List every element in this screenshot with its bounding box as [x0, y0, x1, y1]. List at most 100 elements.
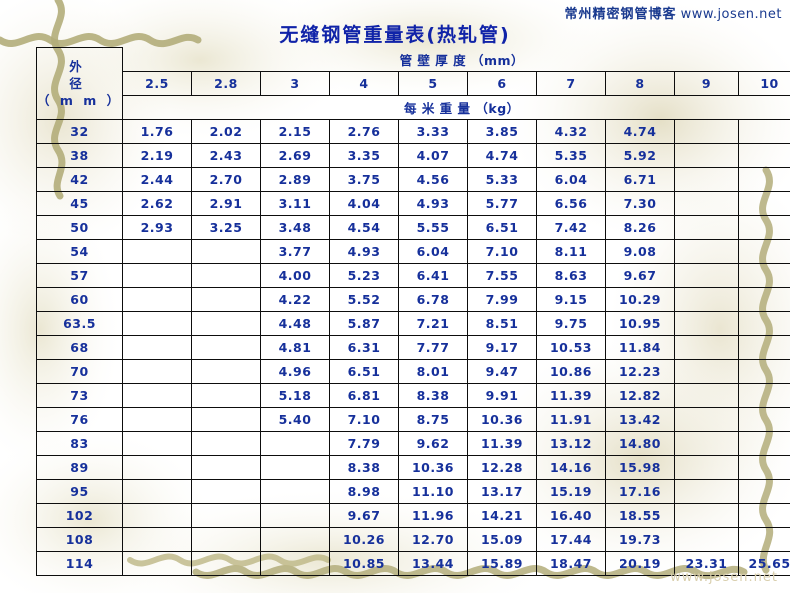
table-row: 60 4.22 5.52 6.78 7.99 9.15 10.29	[36, 286, 790, 312]
cell-outer-diameter: 73	[36, 382, 123, 408]
cell-weight	[260, 526, 330, 552]
cell-weight: 10.53	[536, 334, 606, 360]
cell-outer-diameter: 76	[36, 406, 123, 432]
thickness-col-1: 2.5	[122, 70, 192, 96]
table-row: 63.5 4.48 5.87 7.21 8.51 9.75 10.95	[36, 310, 790, 336]
cell-outer-diameter: 42	[36, 166, 123, 192]
cell-weight: 13.44	[398, 550, 468, 576]
table-row: 76 5.40 7.10 8.75 10.36 11.91 13.42	[36, 406, 790, 432]
cell-weight: 4.93	[329, 238, 399, 264]
cell-weight: 4.54	[329, 214, 399, 240]
thickness-col-3: 3	[260, 70, 330, 96]
table-row: 73 5.18 6.81 8.38 9.91 11.39 12.82	[36, 382, 790, 408]
cell-weight: 4.56	[398, 166, 468, 192]
cell-outer-diameter: 60	[36, 286, 123, 312]
cell-weight: 4.81	[260, 334, 330, 360]
cell-weight	[122, 406, 192, 432]
table-row: 45 2.62 2.91 3.11 4.04 4.93 5.77 6.56 7.30	[36, 190, 790, 216]
cell-weight	[674, 310, 739, 336]
cell-weight	[737, 142, 790, 168]
cell-weight	[191, 334, 261, 360]
cell-weight: 5.92	[605, 142, 675, 168]
cell-weight: 7.10	[329, 406, 399, 432]
cell-weight: 19.73	[605, 526, 675, 552]
cell-weight	[737, 334, 790, 360]
cell-weight	[737, 238, 790, 264]
header-row-thickness-title: 外 径 （ m m ） 管 壁 厚 度 （mm）	[36, 47, 790, 120]
pipe-weight-table: 外 径 （ m m ） 管 壁 厚 度 （mm） 2.5 2.8 3 4 5 6…	[36, 47, 790, 576]
table-row: 42 2.44 2.70 2.89 3.75 4.56 5.33 6.04 6.71	[36, 166, 790, 192]
cell-weight	[122, 310, 192, 336]
thickness-col-4: 4	[329, 70, 399, 96]
cell-weight: 5.33	[467, 166, 537, 192]
cell-weight: 7.79	[329, 430, 399, 456]
cell-weight: 2.19	[122, 142, 192, 168]
cell-weight: 6.41	[398, 262, 468, 288]
table-row: 70 4.96 6.51 8.01 9.47 10.86 12.23	[36, 358, 790, 384]
cell-weight	[191, 310, 261, 336]
cell-weight: 2.44	[122, 166, 192, 192]
cell-weight	[191, 238, 261, 264]
cell-outer-diameter: 63.5	[36, 310, 123, 336]
cell-weight	[122, 262, 192, 288]
cell-weight	[191, 502, 261, 528]
cell-outer-diameter: 38	[36, 142, 123, 168]
cell-weight: 14.21	[467, 502, 537, 528]
cell-outer-diameter: 70	[36, 358, 123, 384]
table-row: 89 8.38 10.36 12.28 14.16 15.98	[36, 454, 790, 480]
cell-weight	[674, 382, 739, 408]
cell-weight	[674, 334, 739, 360]
table-row: 32 1.76 2.02 2.15 2.76 3.33 3.85 4.32 4.74	[36, 118, 790, 144]
cell-weight: 8.11	[536, 238, 606, 264]
cell-weight: 15.98	[605, 454, 675, 480]
thickness-col-9: 9	[674, 70, 739, 96]
cell-outer-diameter: 83	[36, 430, 123, 456]
page-title: 无缝钢管重量表(热轧管)	[279, 24, 511, 46]
cell-weight	[122, 526, 192, 552]
cell-weight	[122, 502, 192, 528]
cell-weight	[674, 142, 739, 168]
cell-weight: 4.04	[329, 190, 399, 216]
thickness-col-7: 7	[536, 70, 606, 96]
cell-weight: 9.47	[467, 358, 537, 384]
cell-weight	[191, 478, 261, 504]
cell-weight: 13.12	[536, 430, 606, 456]
cell-weight: 6.81	[329, 382, 399, 408]
cell-weight: 11.39	[536, 382, 606, 408]
cell-weight	[191, 358, 261, 384]
cell-weight: 10.36	[398, 454, 468, 480]
cell-weight: 8.38	[398, 382, 468, 408]
cell-outer-diameter: 32	[36, 118, 123, 144]
cell-weight: 2.69	[260, 142, 330, 168]
cell-weight	[260, 478, 330, 504]
cell-weight: 7.99	[467, 286, 537, 312]
cell-weight: 4.48	[260, 310, 330, 336]
cell-weight: 8.26	[605, 214, 675, 240]
table-row: 102 9.67 11.96 14.21 16.40 18.55	[36, 502, 790, 528]
cell-weight	[191, 286, 261, 312]
cell-weight	[737, 430, 790, 456]
cell-weight: 18.55	[605, 502, 675, 528]
cell-weight: 7.42	[536, 214, 606, 240]
cell-weight	[122, 550, 192, 576]
cell-weight: 2.02	[191, 118, 261, 144]
table-row: 108 10.26 12.70 15.09 17.44 19.73	[36, 526, 790, 552]
cell-weight: 2.91	[191, 190, 261, 216]
cell-weight	[191, 550, 261, 576]
cell-weight: 4.32	[536, 118, 606, 144]
cell-weight: 4.96	[260, 358, 330, 384]
cell-weight: 9.62	[398, 430, 468, 456]
cell-weight	[737, 454, 790, 480]
cell-weight	[674, 190, 739, 216]
cell-weight	[737, 262, 790, 288]
cell-weight	[737, 526, 790, 552]
table-body: 32 1.76 2.02 2.15 2.76 3.33 3.85 4.32 4.74 38 2.19…	[36, 118, 790, 576]
cell-weight: 9.91	[467, 382, 537, 408]
cell-weight	[737, 358, 790, 384]
cell-weight: 14.16	[536, 454, 606, 480]
cell-weight: 3.75	[329, 166, 399, 192]
cell-weight	[674, 454, 739, 480]
cell-weight	[122, 358, 192, 384]
cell-weight	[674, 502, 739, 528]
cell-weight	[260, 502, 330, 528]
